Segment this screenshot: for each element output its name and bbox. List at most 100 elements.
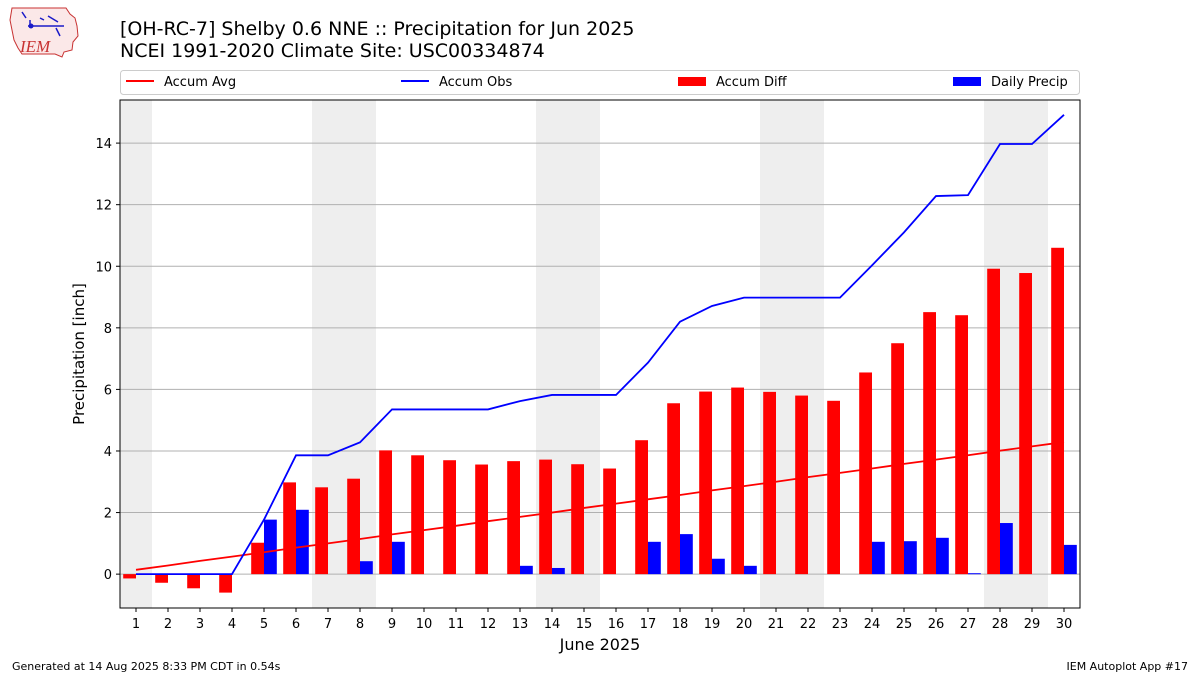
accum-diff-bar <box>699 391 712 575</box>
accum-diff-bar <box>1051 247 1064 575</box>
daily-precip-bar <box>904 541 917 575</box>
x-tick-label: 5 <box>260 617 268 632</box>
x-tick-label: 14 <box>544 617 561 632</box>
x-tick-label: 20 <box>736 617 753 632</box>
accum-diff-bar <box>1019 273 1032 575</box>
accum-diff-bar <box>187 574 200 589</box>
x-axis-label: June 2025 <box>559 635 641 654</box>
daily-precip-bar <box>968 573 981 575</box>
y-tick-label: 2 <box>104 507 112 522</box>
legend-swatch <box>953 77 981 86</box>
daily-precip-bar <box>872 541 885 575</box>
daily-precip-bar <box>744 565 757 575</box>
chart-subtitle: NCEI 1991-2020 Climate Site: USC00334874 <box>120 40 545 62</box>
y-tick-label: 12 <box>95 199 112 214</box>
accum-diff-bar <box>635 440 648 575</box>
x-tick-label: 22 <box>800 617 817 632</box>
daily-precip-bar <box>1000 523 1013 575</box>
daily-precip-bar <box>680 534 693 575</box>
x-tick-label: 17 <box>640 617 657 632</box>
accum-diff-bar <box>123 574 136 579</box>
accum-diff-bar <box>955 315 968 575</box>
x-tick-label: 21 <box>768 617 785 632</box>
daily-precip-bar <box>552 567 565 575</box>
plot-frame <box>119 99 1081 609</box>
daily-precip-bar <box>392 541 405 575</box>
x-tick-label: 15 <box>576 617 593 632</box>
app-credit: IEM Autoplot App #17 <box>1066 660 1189 673</box>
y-tick-label: 14 <box>95 137 112 152</box>
accum-diff-bar <box>891 343 904 575</box>
chart-title: [OH-RC-7] Shelby 0.6 NNE :: Precipitatio… <box>120 18 635 40</box>
legend-item-accum-obs: Accum Obs <box>401 75 512 90</box>
legend-label: Accum Obs <box>439 75 512 90</box>
accum-diff-bar <box>987 268 1000 575</box>
x-tick-label: 4 <box>228 617 236 632</box>
accum-diff-bar <box>379 450 392 575</box>
x-tick-label: 12 <box>480 617 497 632</box>
logo-state-outline <box>9 7 79 58</box>
legend-label: Daily Precip <box>991 75 1068 90</box>
generated-note: Generated at 14 Aug 2025 8:33 PM CDT in … <box>12 660 281 673</box>
logo-text: IEM <box>19 37 51 56</box>
x-tick-label: 16 <box>608 617 625 632</box>
y-tick-label: 0 <box>104 568 112 583</box>
legend-item-accum-avg: Accum Avg <box>126 75 236 90</box>
accum-diff-bar <box>411 455 424 575</box>
y-tick-label: 8 <box>104 322 112 337</box>
y-tick-label: 4 <box>104 445 112 460</box>
daily-precip-bar <box>520 565 533 575</box>
accum-diff-bar <box>731 387 744 575</box>
daily-precip-bar <box>360 561 373 575</box>
accum-diff-bar <box>347 478 360 575</box>
x-tick-label: 25 <box>896 617 913 632</box>
x-tick-label: 7 <box>324 617 332 632</box>
x-tick-label: 2 <box>164 617 172 632</box>
iem-logo: IEM <box>9 7 79 58</box>
x-tick-label: 8 <box>356 617 364 632</box>
x-tick-label: 29 <box>1024 617 1041 632</box>
y-tick-label: 6 <box>104 383 112 398</box>
legend-frame <box>120 70 1080 95</box>
accum-diff-bar <box>155 574 168 583</box>
x-tick-label: 19 <box>704 617 721 632</box>
accum-diff-bar <box>571 464 584 575</box>
legend-label: Accum Avg <box>164 75 236 90</box>
accum-diff-bar <box>283 482 296 575</box>
x-tick-label: 1 <box>132 617 140 632</box>
logo-dot <box>28 23 34 29</box>
x-tick-label: 9 <box>388 617 396 632</box>
x-tick-label: 11 <box>448 617 465 632</box>
daily-precip-bar <box>936 537 949 575</box>
accum-avg-line <box>135 441 1065 571</box>
legend-label: Accum Diff <box>716 75 788 90</box>
accum-diff-bar <box>667 403 680 575</box>
x-tick-label: 24 <box>864 617 881 632</box>
daily-precip-bar <box>648 541 661 575</box>
accum-diff-bar <box>315 487 328 575</box>
daily-precip-bar <box>296 509 309 575</box>
accum-obs-line <box>136 114 1065 576</box>
accum-diff-bar <box>859 372 872 575</box>
accum-diff-bar <box>539 459 552 575</box>
daily-precip-bar <box>712 558 725 575</box>
daily-precip-bar <box>264 519 277 575</box>
x-tick-label: 18 <box>672 617 689 632</box>
x-tick-label: 23 <box>832 617 849 632</box>
accum-diff-bar <box>923 312 936 575</box>
x-tick-label: 10 <box>416 617 433 632</box>
x-tick-label: 13 <box>512 617 529 632</box>
legend-item-accum-diff: Accum Diff <box>678 75 788 90</box>
accum-diff-bar <box>795 395 808 575</box>
legend: Accum Avg Accum Obs Accum Diff Daily Precip <box>120 70 1080 95</box>
legend-item-daily-precip: Daily Precip <box>953 75 1068 90</box>
x-tick-label: 27 <box>960 617 977 632</box>
x-tick-label: 26 <box>928 617 945 632</box>
accum-diff-bar <box>603 468 616 575</box>
x-tick-label: 3 <box>196 617 204 632</box>
accum-diff-bar <box>251 542 264 575</box>
daily-precip-bar <box>1064 544 1077 575</box>
legend-swatch <box>678 77 706 86</box>
accum-diff-bar <box>475 464 488 575</box>
